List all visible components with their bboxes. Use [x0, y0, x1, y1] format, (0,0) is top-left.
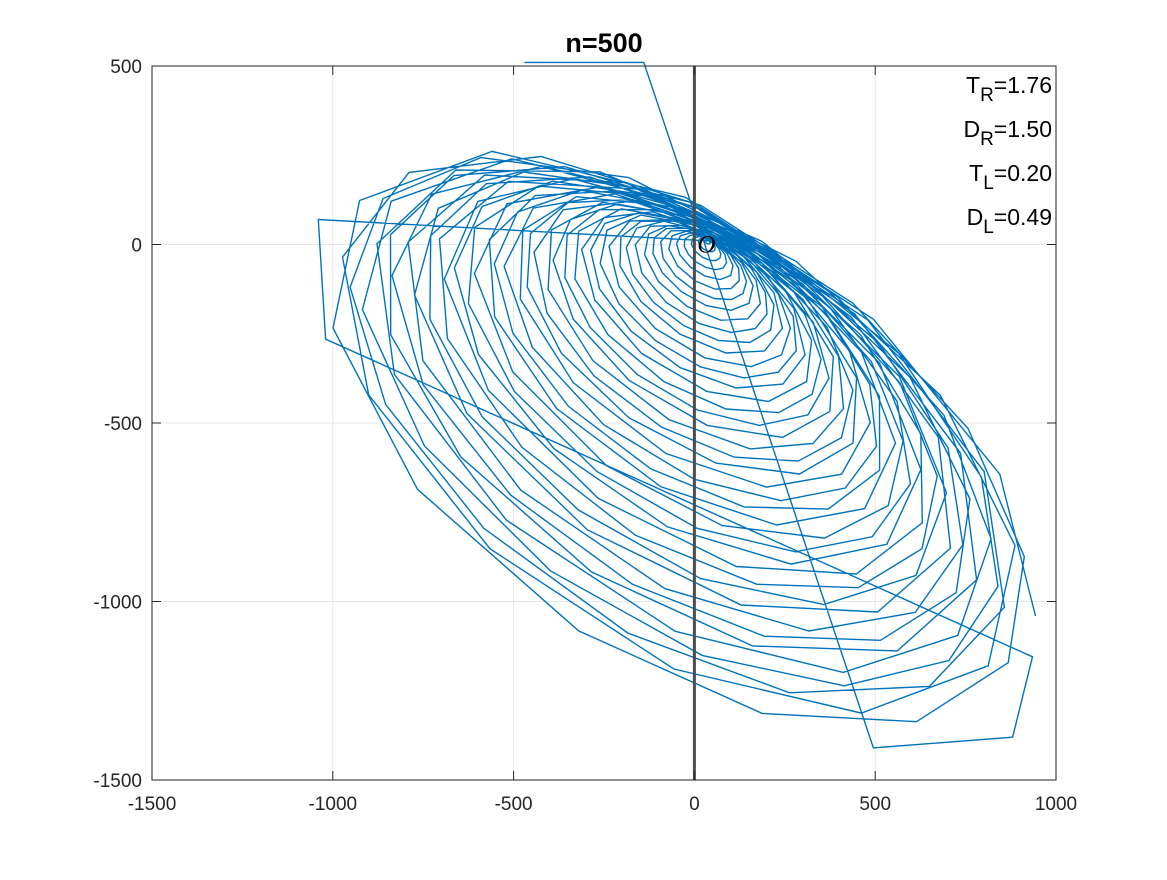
param-subscript: L [983, 173, 994, 194]
param-subscript: L [983, 217, 994, 238]
y-tick-label: -1500 [93, 771, 142, 792]
param-base: T [969, 160, 983, 186]
ticks [151, 65, 1057, 781]
param-t-l: TL=0.20 [969, 160, 1052, 194]
x-tick-label: 1000 [1035, 794, 1077, 815]
param-value: =0.20 [994, 160, 1052, 186]
param-t-r: TR=1.76 [966, 72, 1052, 106]
param-d-r: DR=1.50 [963, 116, 1052, 150]
x-tick-label: -1500 [128, 794, 177, 815]
param-d-l: DL=0.49 [967, 204, 1052, 238]
x-tick-labels: -1500 -1000 -500 0 500 1000 [128, 794, 1077, 815]
x-tick-label: 500 [859, 794, 891, 815]
x-tick-label: -1000 [308, 794, 357, 815]
y-tick-labels: -1500 -1000 -500 0 500 [93, 57, 142, 792]
param-subscript: R [980, 129, 994, 150]
origin-label: O [697, 232, 715, 259]
chart-title: n=500 [565, 28, 642, 58]
x-tick-label: -500 [495, 794, 533, 815]
param-base: T [966, 72, 980, 98]
param-value: =1.50 [994, 116, 1052, 142]
y-tick-label: -1000 [93, 593, 142, 614]
spiral-line [317, 61, 1037, 749]
x-tick-label: 0 [689, 794, 700, 815]
param-base: D [963, 116, 980, 142]
spiral-series [317, 61, 1037, 749]
param-value: =1.76 [994, 72, 1052, 98]
param-subscript: R [980, 85, 994, 106]
y-tick-label: 0 [131, 236, 142, 257]
param-base: D [967, 204, 984, 230]
param-value: =0.49 [994, 204, 1052, 230]
y-tick-label: 500 [110, 57, 142, 78]
y-tick-label: -500 [104, 414, 142, 435]
